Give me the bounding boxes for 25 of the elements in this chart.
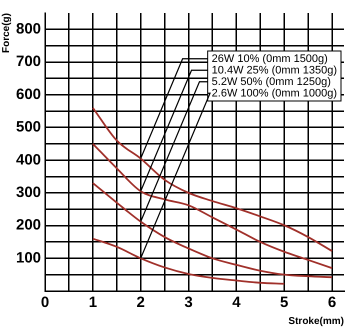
y-tick-label: 500 [16,118,42,136]
y-axis-title: Force(g) [0,13,12,53]
x-tick-label: 2 [136,294,145,312]
x-tick-label: 6 [328,294,336,312]
x-axis-title: Stroke(mm) [288,316,344,327]
y-tick-label: 200 [16,216,42,234]
y-tick-label: 300 [16,184,42,202]
line-series [92,142,333,270]
x-tick-label: 0 [40,294,50,312]
y-tick-label: 800 [16,20,42,38]
text: 10.4W 25% (0mm 1350g) [212,64,338,76]
y-tick-label: 100 [16,249,42,266]
line-series [92,182,333,278]
text: 26W 10% (0mm 1500g) [212,52,328,65]
x-tick-label: 1 [88,294,98,312]
text: 2.6W 100% (0mm 1000g) [212,87,338,100]
y-tick-label: 700 [16,53,42,70]
line-series [92,238,286,285]
y-tick-label: 600 [16,86,42,103]
x-tick-label: 5 [280,294,288,312]
text: 5.2W 50% (0mm 1250g) [212,76,331,88]
y-tick-label: 400 [16,151,42,168]
line-series [92,106,333,252]
x-tick-label: 4 [232,294,242,312]
x-tick-label: 3 [184,294,193,312]
